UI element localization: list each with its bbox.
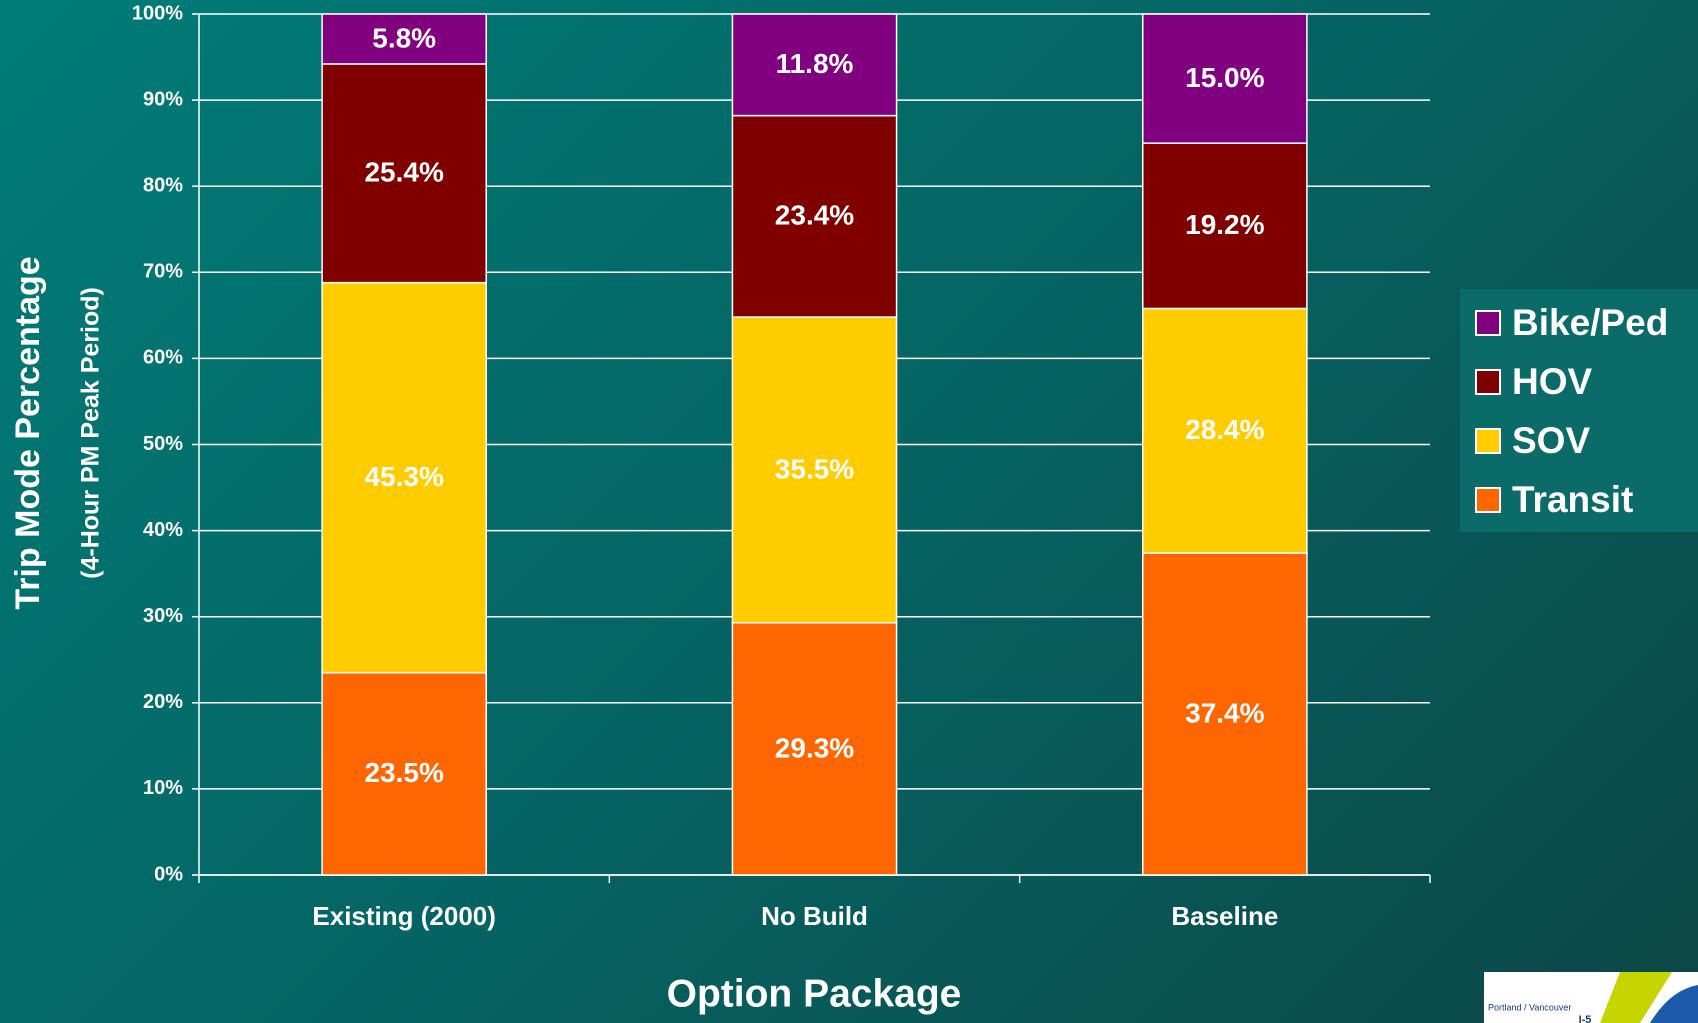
bar-segment: [1142, 13, 1308, 144]
data-label: 35.5%: [775, 453, 854, 484]
bar-segment: [731, 316, 898, 624]
data-label: 23.4%: [775, 200, 854, 231]
legend-label: Transit: [1512, 479, 1633, 520]
bar-segment: [1142, 552, 1308, 876]
bar-segment: [321, 281, 487, 674]
y-tick-label: 30%: [143, 605, 183, 627]
y-tick-label: 100%: [132, 2, 183, 24]
bar-segment: [1142, 142, 1308, 310]
legend-swatch: [1475, 428, 1501, 454]
legend-swatch: [1475, 310, 1501, 336]
bar-segment: [731, 621, 898, 876]
x-tick-label: Baseline: [1171, 901, 1278, 931]
y-tick-label: 70%: [143, 261, 183, 283]
x-tick-label: Existing (2000): [312, 901, 496, 931]
logo-text: Portland / Vancouver: [1488, 1002, 1571, 1012]
y-tick-label: 20%: [143, 691, 183, 713]
bar-segment: [321, 13, 487, 65]
legend-swatch: [1475, 487, 1501, 513]
bar-segment: [1142, 307, 1308, 554]
bar-segment: [321, 63, 487, 284]
y-tick-label: 50%: [143, 433, 183, 455]
y-tick-label: 60%: [143, 347, 183, 369]
logo-shape: [1650, 985, 1698, 1023]
y-tick-label: 0%: [154, 863, 183, 885]
x-axis-title: Option Package: [667, 972, 962, 1015]
data-label: 23.5%: [364, 757, 443, 788]
data-label: 37.4%: [1185, 697, 1264, 728]
data-label: 11.8%: [776, 48, 854, 79]
logo-text: I-5: [1579, 1014, 1592, 1023]
legend-label: HOV: [1512, 361, 1593, 402]
y-tick-label: 90%: [143, 88, 183, 110]
legend-label: Bike/Ped: [1512, 302, 1668, 343]
logo-shape: [1600, 972, 1672, 1023]
y-axis-subtitle: (4-Hour PM Peak Period): [77, 287, 105, 579]
y-tick-label: 40%: [143, 519, 183, 541]
data-label: 19.2%: [1185, 209, 1264, 240]
logo: Portland / Vancouver I-5: [1484, 972, 1698, 1023]
bar-segment: [731, 114, 898, 318]
legend: Transit SOV HOV Bike/Ped: [1460, 289, 1698, 532]
y-tick-label: 10%: [143, 777, 183, 799]
y-tick-label: 80%: [143, 174, 183, 196]
bar-segment: [321, 671, 487, 876]
data-label: 28.4%: [1185, 414, 1264, 445]
data-label: 5.8%: [372, 22, 436, 53]
legend-swatch: [1475, 369, 1501, 395]
x-tick-label: No Build: [761, 901, 868, 931]
y-axis-title: Trip Mode Percentage: [9, 256, 47, 609]
legend-label: SOV: [1512, 420, 1590, 461]
data-label: 45.3%: [364, 461, 443, 492]
data-label: 25.4%: [364, 157, 443, 188]
bar-segment: [731, 13, 898, 117]
data-label: 29.3%: [775, 732, 854, 763]
data-label: 15.0%: [1185, 62, 1264, 93]
